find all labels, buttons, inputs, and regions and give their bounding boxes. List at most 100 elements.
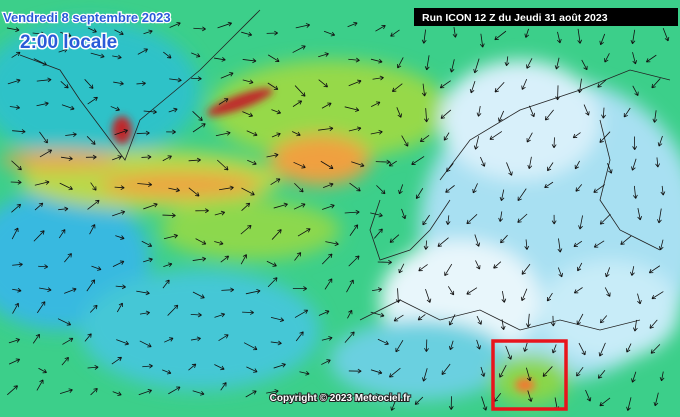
- wind-arrow: [241, 187, 255, 196]
- wind-arrow: [192, 291, 205, 299]
- wind-arrow: [476, 105, 482, 117]
- wind-arrow: [214, 364, 225, 371]
- wind-arrow: [376, 185, 386, 195]
- wind-arrow: [605, 267, 611, 278]
- wind-arrow: [599, 33, 606, 46]
- wind-arrow: [424, 108, 429, 123]
- wind-arrow: [448, 396, 454, 410]
- wind-arrow: [32, 31, 45, 37]
- wind-arrow: [188, 157, 201, 163]
- wind-arrow: [555, 85, 561, 101]
- wind-arrow: [142, 363, 153, 369]
- wind-arrow: [162, 369, 172, 375]
- wind-arrow: [578, 215, 583, 230]
- wind-arrow: [89, 304, 98, 313]
- wind-arrow: [84, 333, 92, 342]
- wind-arrow: [169, 77, 182, 83]
- wind-arrow: [546, 292, 553, 302]
- wind-arrow: [527, 390, 533, 402]
- wind-arrow: [445, 215, 451, 225]
- wind-arrow: [64, 287, 77, 294]
- wind-arrow: [167, 304, 179, 316]
- wind-arrow: [348, 79, 362, 87]
- wind-arrow: [39, 131, 48, 144]
- wind-arrow: [136, 290, 150, 296]
- wind-arrow: [168, 386, 181, 395]
- wind-arrow: [84, 79, 94, 89]
- wind-arrow: [398, 263, 405, 274]
- wind-arrow: [295, 23, 311, 29]
- wind-arrow: [292, 286, 307, 291]
- wind-arrow: [38, 264, 49, 270]
- wind-arrow: [90, 182, 97, 191]
- wind-arrow: [452, 26, 458, 38]
- wind-arrow: [524, 28, 530, 38]
- wind-maxima: [112, 88, 535, 392]
- wind-arrow: [550, 315, 556, 327]
- wind-arrow: [551, 137, 557, 149]
- wind-arrow: [241, 31, 253, 37]
- wind-arrow: [645, 54, 657, 63]
- wind-arrow: [188, 187, 200, 197]
- wind-arrow: [377, 259, 392, 265]
- run-label: Run ICON 12 Z du Jeudi 31 août 2023: [422, 12, 608, 24]
- wind-arrow: [601, 107, 606, 119]
- wind-arrow: [544, 109, 554, 121]
- wind-arrow: [557, 267, 563, 278]
- wind-arrow: [479, 33, 485, 48]
- wind-arrow: [214, 57, 226, 62]
- wind-arrow: [466, 213, 478, 225]
- wind-arrow: [421, 83, 427, 97]
- wind-arrow: [141, 154, 152, 160]
- wind-arrow: [424, 339, 429, 352]
- wind-arrow: [273, 202, 288, 209]
- wind-arrow: [61, 356, 69, 366]
- wind-arrow: [498, 110, 505, 122]
- wind-arrow: [557, 238, 563, 253]
- wind-arrow: [658, 239, 664, 251]
- wind-arrow: [291, 131, 301, 137]
- wind-arrow: [12, 302, 19, 314]
- wind-arrow: [195, 208, 209, 214]
- wind-arrow: [87, 96, 98, 105]
- wind-arrow: [318, 52, 329, 58]
- wind-arrow: [318, 126, 334, 132]
- wind-arrow: [370, 311, 385, 318]
- wind-arrow: [599, 131, 611, 143]
- wind-arrow: [351, 161, 365, 168]
- wind-arrow: [396, 107, 402, 118]
- wind-arrow: [245, 289, 261, 295]
- wind-arrow: [192, 111, 203, 121]
- wind-arrow: [218, 334, 229, 341]
- wind-arrow: [500, 234, 508, 244]
- wind-arrow: [370, 369, 383, 375]
- wind-arrow: [218, 98, 229, 105]
- wind-arrow: [90, 52, 105, 59]
- wind-arrow: [494, 81, 505, 93]
- wind-arrow: [349, 224, 359, 236]
- wind-arrow: [421, 29, 427, 44]
- wind-arrow: [574, 160, 580, 170]
- wind-arrow: [583, 104, 590, 116]
- wind-arrow: [626, 343, 632, 353]
- wind-arrow: [472, 183, 478, 194]
- wind-arrow: [64, 253, 72, 263]
- wind-arrow: [58, 229, 66, 239]
- wind-arrow: [113, 80, 124, 86]
- wind-arrow: [607, 163, 613, 174]
- wind-arrow: [85, 154, 97, 160]
- wind-arrow: [649, 319, 658, 329]
- wind-arrow: [499, 189, 505, 202]
- wind-arrow: [469, 80, 476, 94]
- wind-arrow: [61, 104, 75, 111]
- wind-arrow: [347, 21, 358, 28]
- wind-arrow: [415, 188, 424, 199]
- wind-arrow: [481, 396, 488, 411]
- wind-arrow: [162, 155, 172, 162]
- wind-arrow: [36, 301, 46, 314]
- wind-arrow: [270, 340, 282, 346]
- wind-arrow: [323, 30, 336, 37]
- wind-arrow: [11, 51, 21, 58]
- wind-arrow: [246, 366, 258, 373]
